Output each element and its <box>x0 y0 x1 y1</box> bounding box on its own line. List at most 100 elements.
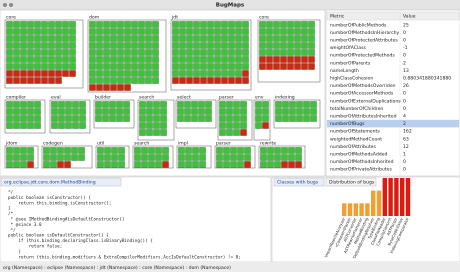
class-cell[interactable] <box>303 108 310 115</box>
class-cell[interactable] <box>69 49 76 56</box>
class-cell[interactable] <box>185 154 192 161</box>
class-cell[interactable] <box>124 21 131 28</box>
class-cell[interactable] <box>160 101 167 108</box>
class-cell[interactable] <box>145 42 152 49</box>
class-cell[interactable] <box>131 28 138 35</box>
class-cell[interactable] <box>62 49 69 56</box>
class-cell[interactable] <box>103 35 110 42</box>
class-cell[interactable] <box>20 70 27 77</box>
class-cell[interactable] <box>191 108 198 115</box>
metric-name[interactable]: numberOfPublicMethods <box>330 22 387 28</box>
class-cell[interactable] <box>186 28 193 35</box>
class-cell[interactable] <box>48 70 55 77</box>
class-cell[interactable] <box>95 115 102 122</box>
class-cell[interactable] <box>219 101 226 108</box>
class-cell[interactable] <box>6 115 13 122</box>
class-cell[interactable] <box>123 108 130 115</box>
class-cell[interactable] <box>280 35 287 42</box>
class-cell[interactable] <box>178 147 185 154</box>
code-tab[interactable] <box>0 177 122 187</box>
class-cell[interactable] <box>280 49 287 56</box>
class-cell[interactable] <box>43 147 50 154</box>
class-cell[interactable] <box>160 108 167 115</box>
class-cell[interactable] <box>103 70 110 77</box>
class-cell[interactable] <box>287 21 294 28</box>
class-cell[interactable] <box>111 161 118 168</box>
class-cell[interactable] <box>193 35 200 42</box>
class-cell[interactable] <box>69 21 76 28</box>
class-cell[interactable] <box>109 101 116 108</box>
class-cell[interactable] <box>226 108 233 115</box>
class-cell[interactable] <box>184 101 191 108</box>
class-cell[interactable] <box>110 21 117 28</box>
class-cell[interactable] <box>124 28 131 35</box>
class-cell[interactable] <box>139 101 146 108</box>
class-cell[interactable] <box>233 129 240 136</box>
class-cell[interactable] <box>89 21 96 28</box>
class-cell[interactable] <box>295 154 302 161</box>
class-cell[interactable] <box>138 63 145 70</box>
class-cell[interactable] <box>207 49 214 56</box>
class-cell[interactable] <box>64 161 71 168</box>
class-cell[interactable] <box>34 77 41 84</box>
class-cell[interactable] <box>267 161 274 168</box>
selected-row[interactable] <box>327 119 459 128</box>
class-cell[interactable] <box>240 129 247 136</box>
class-cell[interactable] <box>55 77 62 84</box>
class-cell[interactable] <box>184 115 191 122</box>
class-cell[interactable] <box>219 122 226 129</box>
class-cell[interactable] <box>6 35 13 42</box>
class-cell[interactable] <box>230 154 237 161</box>
class-cell[interactable] <box>89 42 96 49</box>
class-cell[interactable] <box>200 77 207 84</box>
class-cell[interactable] <box>221 63 228 70</box>
class-cell[interactable] <box>118 161 125 168</box>
class-cell[interactable] <box>34 42 41 49</box>
class-cell[interactable] <box>207 70 214 77</box>
class-cell[interactable] <box>58 101 65 108</box>
class-cell[interactable] <box>62 56 69 63</box>
class-cell[interactable] <box>221 21 228 28</box>
class-cell[interactable] <box>242 35 249 42</box>
class-cell[interactable] <box>308 56 315 63</box>
class-cell[interactable] <box>282 101 289 108</box>
class-cell[interactable] <box>13 42 20 49</box>
class-cell[interactable] <box>242 56 249 63</box>
class-cell[interactable] <box>308 63 315 70</box>
class-cell[interactable] <box>55 56 62 63</box>
class-cell[interactable] <box>6 21 13 28</box>
class-cell[interactable] <box>281 147 288 154</box>
class-cell[interactable] <box>13 35 20 42</box>
class-cell[interactable] <box>48 28 55 35</box>
class-cell[interactable] <box>69 56 76 63</box>
class-cell[interactable] <box>179 70 186 77</box>
class-cell[interactable] <box>200 28 207 35</box>
class-cell[interactable] <box>13 49 20 56</box>
class-cell[interactable] <box>148 154 155 161</box>
class-cell[interactable] <box>51 122 58 129</box>
class-cell[interactable] <box>27 108 34 115</box>
class-cell[interactable] <box>242 21 249 28</box>
class-cell[interactable] <box>139 129 146 136</box>
class-cell[interactable] <box>226 129 233 136</box>
class-cell[interactable] <box>141 147 148 154</box>
class-cell[interactable] <box>294 49 301 56</box>
class-cell[interactable] <box>138 70 145 77</box>
class-cell[interactable] <box>240 108 247 115</box>
class-cell[interactable] <box>20 21 27 28</box>
class-cell[interactable] <box>131 56 138 63</box>
class-cell[interactable] <box>41 56 48 63</box>
class-cell[interactable] <box>275 108 282 115</box>
class-cell[interactable] <box>89 63 96 70</box>
class-cell[interactable] <box>20 63 27 70</box>
class-cell[interactable] <box>41 70 48 77</box>
class-cell[interactable] <box>221 77 228 84</box>
class-cell[interactable] <box>233 115 240 122</box>
bar[interactable] <box>382 178 387 216</box>
class-cell[interactable] <box>13 154 20 161</box>
class-cell[interactable] <box>287 49 294 56</box>
class-cell[interactable] <box>282 115 289 122</box>
class-cell[interactable] <box>186 42 193 49</box>
class-cell[interactable] <box>262 108 269 115</box>
class-cell[interactable] <box>219 108 226 115</box>
